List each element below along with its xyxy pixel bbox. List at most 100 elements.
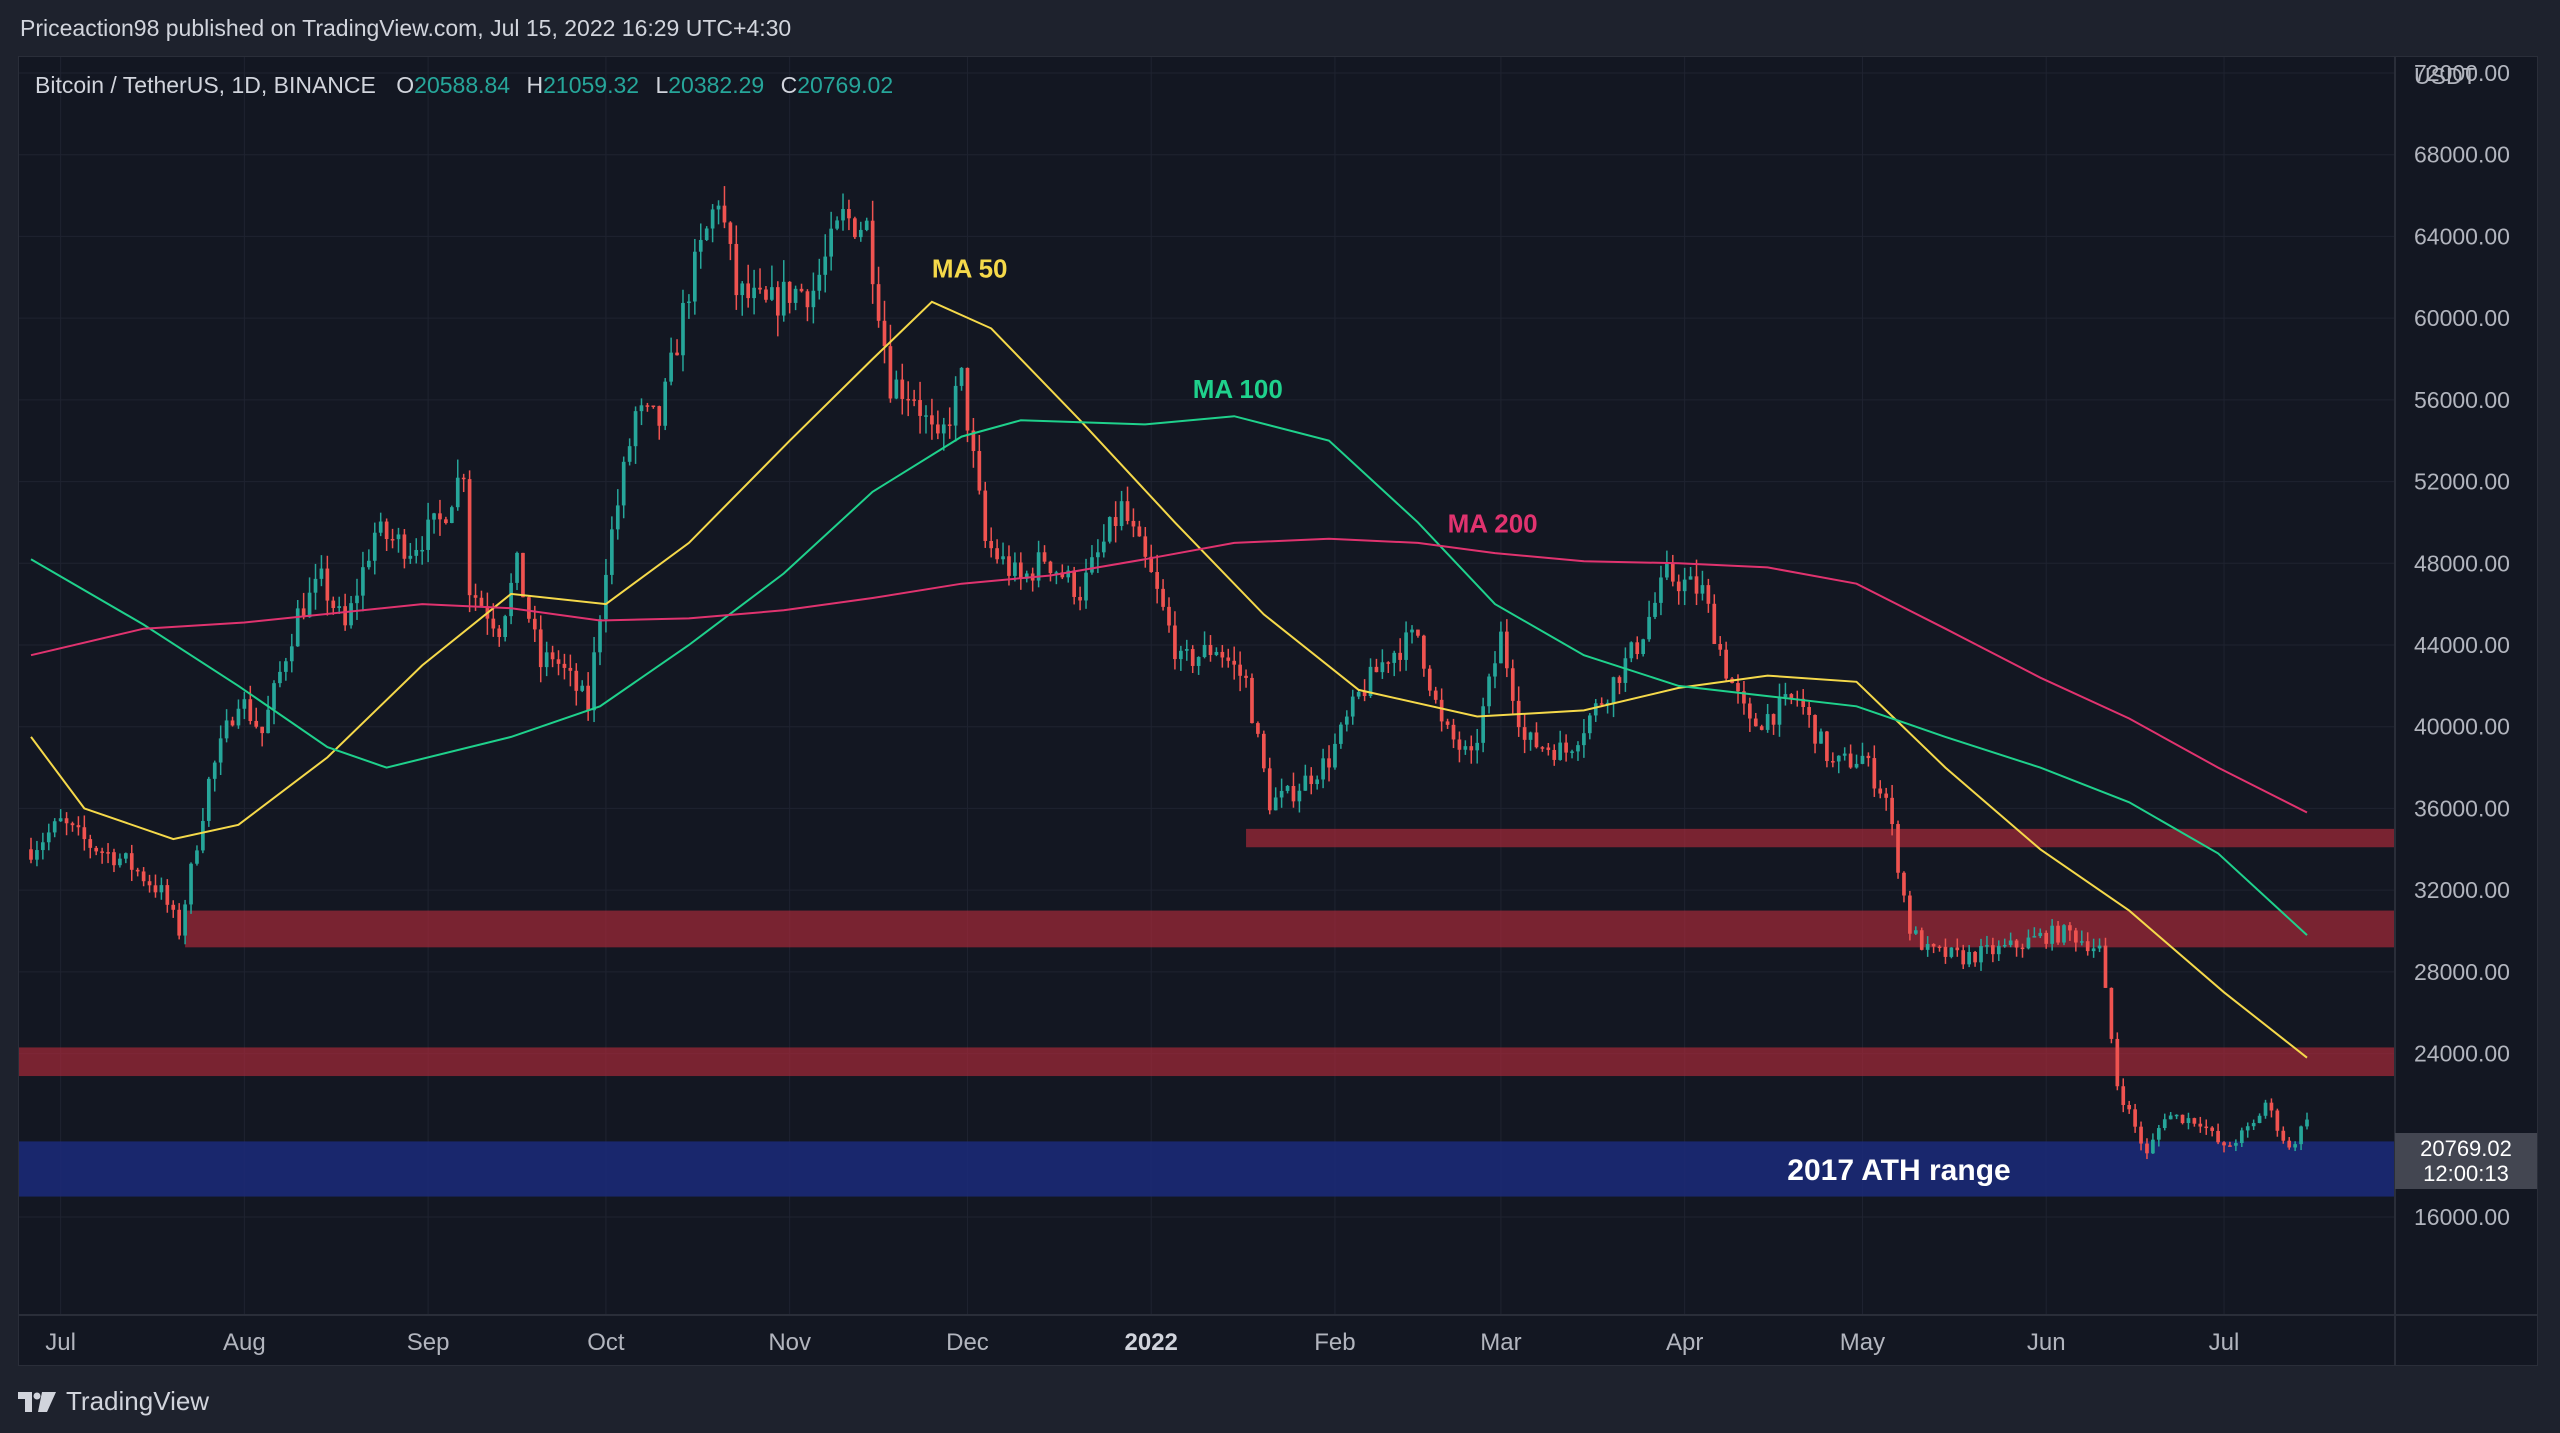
candle-down bbox=[1244, 675, 1248, 678]
candle-down bbox=[1807, 707, 1811, 715]
candle-up bbox=[1463, 746, 1468, 750]
candle-up bbox=[2032, 936, 2037, 938]
candle-up bbox=[811, 290, 816, 308]
publisher-header: Priceaction98 published on TradingView.c… bbox=[0, 0, 2560, 56]
candle-up bbox=[1777, 697, 1782, 725]
candle-up bbox=[770, 287, 774, 300]
price-tick-label: 32000.00 bbox=[2414, 877, 2510, 903]
candle-up bbox=[242, 699, 247, 709]
candle-up bbox=[1659, 577, 1663, 603]
candle-up bbox=[1196, 657, 1201, 666]
candle-down bbox=[171, 904, 176, 910]
candle-up bbox=[1001, 556, 1005, 560]
candle-up bbox=[1297, 790, 1302, 802]
candle-up bbox=[1481, 706, 1485, 743]
candle-down bbox=[2228, 1145, 2232, 1147]
candle-down bbox=[1848, 753, 1853, 768]
ma100-line bbox=[30, 415, 2308, 936]
candle-down bbox=[1220, 651, 1225, 658]
candle-up bbox=[218, 738, 223, 763]
candle-down bbox=[1505, 631, 1509, 669]
candle-down bbox=[141, 871, 146, 882]
candle-down bbox=[153, 885, 158, 893]
candle-up bbox=[1279, 790, 1284, 798]
price-axis[interactable]: USDT 72000.00 68000.00 64000.00 60000.00 560… bbox=[2394, 57, 2537, 1365]
candle-down bbox=[1208, 644, 1213, 655]
candle-down bbox=[1226, 657, 1231, 661]
countdown: 12:00:13 bbox=[2423, 1161, 2509, 1186]
time-tick-label: Feb bbox=[1314, 1329, 1355, 1356]
candle-up bbox=[1179, 650, 1183, 660]
candle-down bbox=[491, 618, 496, 629]
candle-up bbox=[1404, 632, 1408, 660]
candle-down bbox=[1161, 588, 1165, 607]
time-axis[interactable]: Jul Aug Sep Oct Nov Dec 2022 Feb Mar Apr May Jun Jul bbox=[19, 1314, 2537, 1356]
candle-up bbox=[41, 842, 45, 851]
candle-up bbox=[610, 529, 614, 575]
annotations: MA 50 MA 100 MA 200 bbox=[932, 253, 1538, 538]
tradingview-logo[interactable]: TradingView bbox=[18, 1386, 209, 1417]
time-tick-label: 2022 bbox=[1125, 1329, 1178, 1356]
candle-up bbox=[1819, 731, 1823, 744]
candle-down bbox=[2014, 940, 2019, 948]
candle-up bbox=[1576, 745, 1580, 752]
chart-pane[interactable]: 2017 ATH range MA 50 MA 100 MA 200 Bitcoin… bbox=[18, 56, 2538, 1366]
candle-up bbox=[159, 885, 164, 893]
candle-up bbox=[355, 595, 359, 604]
candle-down bbox=[2204, 1126, 2209, 1129]
resistance-zone bbox=[19, 1047, 2395, 1077]
candle-down bbox=[260, 726, 264, 734]
time-tick-label: Jul bbox=[2209, 1329, 2240, 1356]
candle-up bbox=[817, 274, 822, 291]
candle-up bbox=[414, 549, 419, 556]
candle-up bbox=[1842, 753, 1847, 756]
candle-up bbox=[1913, 930, 1918, 934]
candle-up bbox=[319, 568, 324, 579]
candle-up bbox=[361, 567, 365, 596]
ath-range-label: 2017 ATH range bbox=[1787, 1154, 2010, 1187]
candle-down bbox=[1718, 644, 1723, 650]
candle-down bbox=[1546, 747, 1551, 750]
candle-up bbox=[1949, 947, 1954, 957]
candle-down bbox=[1149, 556, 1154, 573]
price-chart[interactable]: 2017 ATH range MA 50 MA 100 MA 200 Bitcoin… bbox=[19, 57, 2537, 1365]
candle-down bbox=[1007, 556, 1011, 576]
candle-down bbox=[675, 352, 679, 356]
ma50-line bbox=[30, 300, 2308, 1059]
candle-up bbox=[924, 415, 928, 417]
candle-down bbox=[977, 451, 982, 491]
candle-down bbox=[906, 398, 911, 401]
candle-up bbox=[1024, 573, 1029, 579]
candle-down bbox=[1327, 758, 1331, 768]
candle-up bbox=[2245, 1126, 2250, 1131]
candle-down bbox=[1386, 662, 1391, 664]
candle-up bbox=[284, 661, 288, 672]
candle-down bbox=[930, 415, 934, 425]
candle-up bbox=[206, 778, 211, 821]
legend-close-label: C bbox=[781, 72, 798, 98]
ath-range-zone bbox=[19, 1141, 2395, 1197]
candle-down bbox=[1362, 691, 1367, 697]
legend-open-value: 20588.84 bbox=[414, 72, 510, 98]
candle-up bbox=[35, 850, 39, 860]
candle-up bbox=[1653, 602, 1657, 617]
candle-down bbox=[1706, 585, 1711, 604]
candle-up bbox=[1090, 557, 1094, 573]
candle-up bbox=[1119, 501, 1124, 526]
time-tick-label: Nov bbox=[768, 1329, 811, 1356]
candle-down bbox=[1143, 536, 1148, 557]
candle-down bbox=[1137, 526, 1142, 537]
candle-down bbox=[1866, 755, 1871, 759]
candle-down bbox=[230, 720, 235, 726]
candle-down bbox=[1232, 660, 1237, 665]
candle-up bbox=[2026, 937, 2031, 949]
tradingview-icon bbox=[18, 1391, 56, 1412]
candle-down bbox=[1961, 950, 1966, 965]
candle-down bbox=[1759, 726, 1764, 730]
candle-down bbox=[1896, 824, 1900, 873]
candle-up bbox=[378, 521, 383, 533]
candle-down bbox=[254, 720, 259, 727]
candle-down bbox=[64, 818, 69, 824]
candle-down bbox=[2109, 987, 2114, 1039]
candle-down bbox=[2133, 1109, 2137, 1127]
